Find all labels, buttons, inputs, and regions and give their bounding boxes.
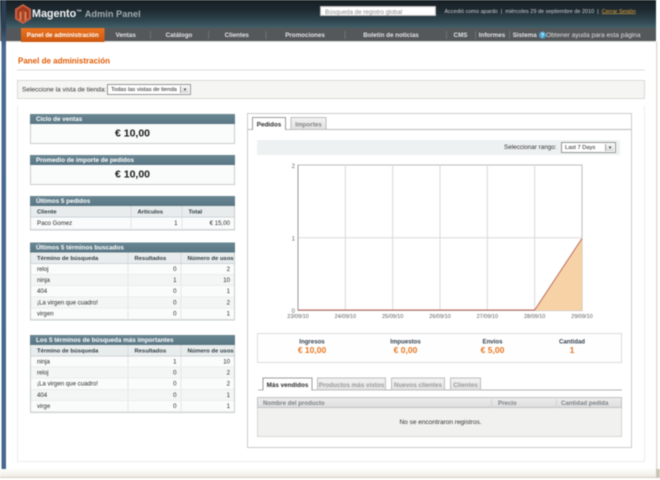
svg-text:2: 2: [292, 164, 296, 170]
svg-text:28/09/10: 28/09/10: [524, 314, 545, 320]
svg-text:24/09/10: 24/09/10: [335, 314, 356, 320]
svg-text:27/09/10: 27/09/10: [477, 314, 498, 320]
svg-text:0: 0: [292, 309, 296, 315]
svg-text:1: 1: [292, 237, 296, 243]
svg-text:26/09/10: 26/09/10: [429, 314, 450, 320]
svg-text:23/09/10: 23/09/10: [287, 314, 308, 320]
svg-text:29/09/10: 29/09/10: [571, 314, 592, 320]
svg-text:?: ?: [541, 33, 544, 39]
svg-text:25/09/10: 25/09/10: [382, 314, 403, 320]
